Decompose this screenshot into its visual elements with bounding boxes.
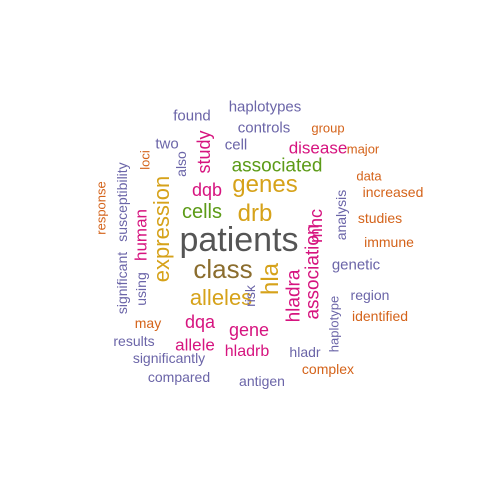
word-major: major (346, 141, 380, 157)
word-associated: associated (231, 155, 323, 177)
word-increased: increased (362, 184, 424, 200)
word-significantly: significantly (132, 350, 206, 366)
word-haplotype: haplotype (326, 295, 342, 353)
word-hladrb: hladrb (224, 343, 270, 360)
word-cells: cells (181, 201, 223, 223)
word-antigen: antigen (239, 373, 285, 389)
word-also: also (173, 151, 189, 177)
word-two: two (155, 135, 179, 153)
word-studies: studies (357, 210, 403, 226)
word-cell: cell (224, 136, 248, 154)
word-found: found (173, 107, 211, 125)
word-hladra: hladra (283, 269, 305, 323)
word-region: region (350, 287, 390, 303)
word-group: group (311, 120, 345, 136)
word-analysis: analysis (333, 189, 349, 241)
word-identified: identified (351, 308, 409, 324)
word-genetic: genetic (331, 256, 381, 274)
word-disease: disease (288, 138, 348, 158)
word-significant: significant (114, 251, 130, 315)
word-study: study (194, 130, 214, 174)
word-hladr: hladr (289, 344, 321, 360)
word-immune: immune (364, 234, 414, 250)
word-drb: drb (237, 200, 273, 227)
word-human: human (131, 209, 151, 261)
word-genes: genes (232, 171, 298, 198)
word-results: results (113, 333, 155, 349)
word-complex: complex (301, 361, 355, 377)
word-allele: allele (175, 335, 215, 355)
word-risk: risk (242, 285, 258, 307)
word-controls: controls (237, 119, 291, 137)
word-gene: gene (228, 320, 270, 340)
word-patients: patients (179, 221, 299, 259)
word-dqa: dqa (184, 312, 216, 332)
word-expression: expression (149, 175, 174, 283)
word-using: using (133, 272, 149, 306)
word-hla: hla (257, 262, 284, 296)
word-susceptibility: susceptibility (114, 162, 130, 242)
word-alleles: alleles (189, 285, 253, 310)
word-loci: loci (137, 150, 153, 170)
word-compared: compared (147, 369, 211, 385)
word-class: class (193, 254, 253, 284)
word-mhc: mhc (306, 208, 326, 244)
word-response: response (93, 181, 109, 235)
word-haplotypes: haplotypes (228, 98, 302, 116)
word-data: data (356, 168, 382, 184)
word-may: may (134, 315, 162, 331)
word-dqb: dqb (191, 180, 223, 200)
